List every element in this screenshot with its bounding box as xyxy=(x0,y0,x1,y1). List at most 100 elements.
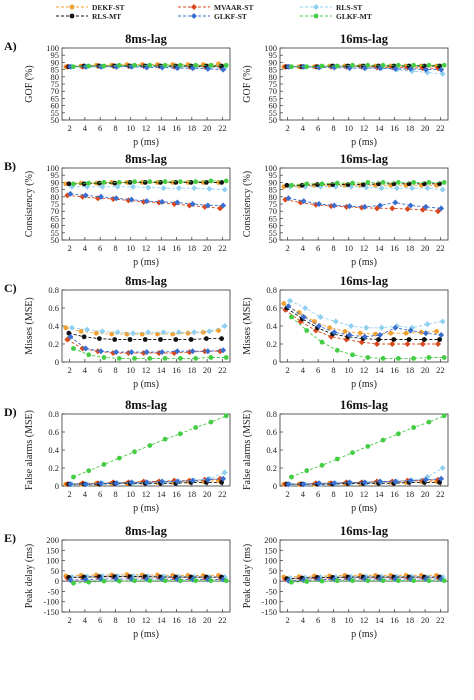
data-point xyxy=(411,180,417,185)
data-point xyxy=(363,324,370,331)
y-tick-label: 90 xyxy=(51,57,60,67)
series-glkf-st xyxy=(285,475,445,488)
data-point xyxy=(116,578,122,584)
data-point xyxy=(346,332,353,338)
legend-marker xyxy=(191,4,197,10)
y-tick-label: 50 xyxy=(51,566,60,576)
x-tick-label: 2 xyxy=(286,489,290,499)
legend-label: RLS-ST xyxy=(336,3,362,12)
data-point xyxy=(300,198,307,205)
data-point xyxy=(191,329,198,336)
data-point xyxy=(365,180,371,185)
data-point xyxy=(177,356,183,361)
data-point xyxy=(114,183,121,190)
data-point xyxy=(220,475,227,482)
data-point xyxy=(302,305,309,311)
x-axis-label: p (ms) xyxy=(351,379,377,390)
x-tick-label: 2 xyxy=(286,365,290,375)
x-tick-label: 12 xyxy=(360,365,369,375)
y-tick-label: 0.6 xyxy=(48,427,59,437)
data-point xyxy=(365,444,371,449)
data-point xyxy=(142,337,148,342)
data-point xyxy=(315,323,322,329)
x-tick-label: 22 xyxy=(436,615,445,625)
y-tick-label: 65 xyxy=(51,93,60,103)
x-tick-label: 12 xyxy=(142,489,151,499)
data-point xyxy=(93,330,99,336)
x-tick-label: 14 xyxy=(375,123,384,133)
plot-frame xyxy=(279,413,449,487)
data-point xyxy=(220,202,227,209)
x-tick-label: 2 xyxy=(68,123,72,133)
series-glkf-st xyxy=(67,576,227,584)
y-tick-label: 80 xyxy=(51,72,60,82)
data-point xyxy=(204,476,211,483)
x-tick-label: 8 xyxy=(113,365,117,375)
data-point xyxy=(127,337,133,342)
x-tick-label: 20 xyxy=(421,615,430,625)
data-point xyxy=(422,66,429,73)
chart-title: 8ms-lag xyxy=(125,524,167,538)
y-tick-label: 150 xyxy=(46,545,59,555)
series-glkf-st xyxy=(285,195,445,212)
data-point xyxy=(208,578,214,584)
x-tick-label: 18 xyxy=(406,123,415,133)
data-point xyxy=(350,450,355,456)
legend-label: MVAAR-ST xyxy=(214,3,253,12)
x-tick-label: 10 xyxy=(126,243,135,253)
plot-frame xyxy=(61,167,231,241)
data-point xyxy=(162,578,168,584)
y-tick-label: 0 xyxy=(273,357,277,367)
data-point xyxy=(221,469,228,476)
x-tick-label: 20 xyxy=(421,123,430,133)
legend-entry-glkf-st: GLKF-ST xyxy=(178,12,247,21)
data-point xyxy=(219,336,225,341)
plot-frame xyxy=(61,47,231,121)
legend-label: GLKF-ST xyxy=(214,12,247,21)
data-point xyxy=(350,352,355,358)
data-point xyxy=(82,345,89,352)
y-tick-label: 95 xyxy=(269,170,278,180)
data-point xyxy=(380,356,386,361)
data-point xyxy=(426,180,432,185)
data-point xyxy=(299,182,305,188)
data-point xyxy=(145,184,152,191)
x-tick-label: 12 xyxy=(360,243,369,253)
data-point xyxy=(378,324,385,331)
data-point xyxy=(101,180,107,185)
data-point xyxy=(357,330,363,336)
x-tick-label: 18 xyxy=(188,243,197,253)
chart-title: 16ms-lag xyxy=(340,32,389,46)
x-tick-label: 12 xyxy=(142,243,151,253)
data-point xyxy=(68,324,75,331)
y-tick-label: 0.6 xyxy=(266,427,277,437)
data-point xyxy=(67,190,74,197)
data-point xyxy=(392,65,399,72)
legend-marker xyxy=(191,13,197,19)
data-point xyxy=(407,327,414,334)
y-axis-label: False alarms (MSE) xyxy=(24,410,35,490)
data-point xyxy=(147,578,153,584)
x-axis-label: p (ms) xyxy=(351,503,377,514)
y-tick-label: 0 xyxy=(55,357,59,367)
x-tick-label: 10 xyxy=(344,243,353,253)
y-tick-label: 0.2 xyxy=(48,339,59,349)
x-axis-label: p (ms) xyxy=(133,503,159,514)
chart-panel-6: 0 0.2 0.4 0.6 0.8 2 4 6 8 10 12 14 16 18 20 22 16ms-lag p… xyxy=(242,274,449,390)
y-tick-label: -100 xyxy=(261,597,277,607)
y-tick-label: 75 xyxy=(51,199,60,209)
legend-label: RLS-MT xyxy=(92,12,121,21)
y-axis-label: False alarms (MSE) xyxy=(242,410,253,490)
data-point xyxy=(116,62,122,68)
data-point xyxy=(319,339,325,345)
y-tick-label: 100 xyxy=(46,163,59,173)
x-tick-label: 14 xyxy=(157,243,166,253)
data-point xyxy=(378,185,385,192)
x-tick-label: 20 xyxy=(421,489,430,499)
y-tick-label: 70 xyxy=(269,206,278,216)
data-point xyxy=(393,185,400,192)
data-point xyxy=(331,329,338,336)
data-point xyxy=(203,336,209,341)
x-tick-label: 20 xyxy=(421,243,430,253)
x-tick-label: 4 xyxy=(83,489,88,499)
